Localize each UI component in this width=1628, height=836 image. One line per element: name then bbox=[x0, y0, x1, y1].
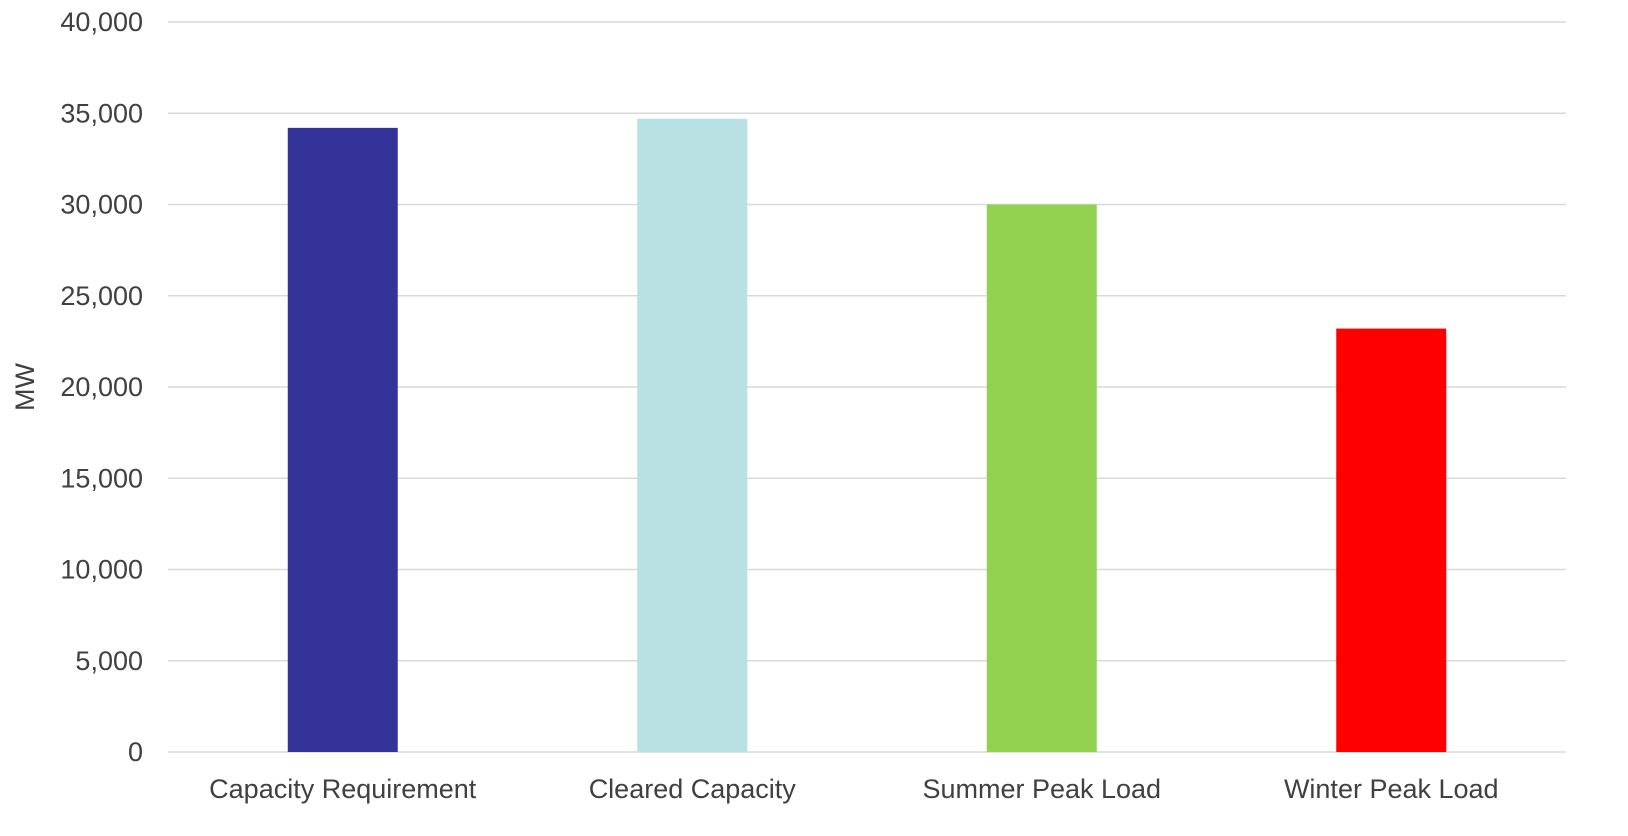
category-label: Capacity Requirement bbox=[209, 774, 477, 804]
bar-cleared-capacity bbox=[637, 118, 748, 753]
y-tick-label: 40,000 bbox=[60, 7, 143, 37]
y-tick-label: 30,000 bbox=[60, 190, 143, 220]
x-axis-category-labels: Capacity Requirement Cleared Capacity Summ… bbox=[209, 774, 1498, 804]
y-tick-label: 35,000 bbox=[60, 98, 143, 128]
y-tick-label: 20,000 bbox=[60, 372, 143, 402]
y-tick-label: 25,000 bbox=[60, 281, 143, 311]
category-label: Summer Peak Load bbox=[922, 774, 1161, 804]
y-tick-label: 5,000 bbox=[75, 646, 143, 676]
category-label: Cleared Capacity bbox=[589, 774, 797, 804]
y-tick-label: 15,000 bbox=[60, 463, 143, 493]
bars bbox=[287, 118, 1447, 753]
category-label: Winter Peak Load bbox=[1284, 774, 1499, 804]
y-axis-title: MW bbox=[10, 363, 40, 411]
y-axis-tick-labels: 0 5,000 10,000 15,000 20,000 25,000 30,000 35,0… bbox=[60, 7, 143, 767]
bar-summer-peak-load bbox=[986, 204, 1097, 752]
y-tick-label: 10,000 bbox=[60, 555, 143, 585]
bar-capacity-requirement bbox=[287, 127, 398, 753]
bar-winter-peak-load bbox=[1336, 328, 1447, 752]
gridlines bbox=[168, 21, 1566, 753]
y-tick-label: 0 bbox=[128, 737, 143, 767]
